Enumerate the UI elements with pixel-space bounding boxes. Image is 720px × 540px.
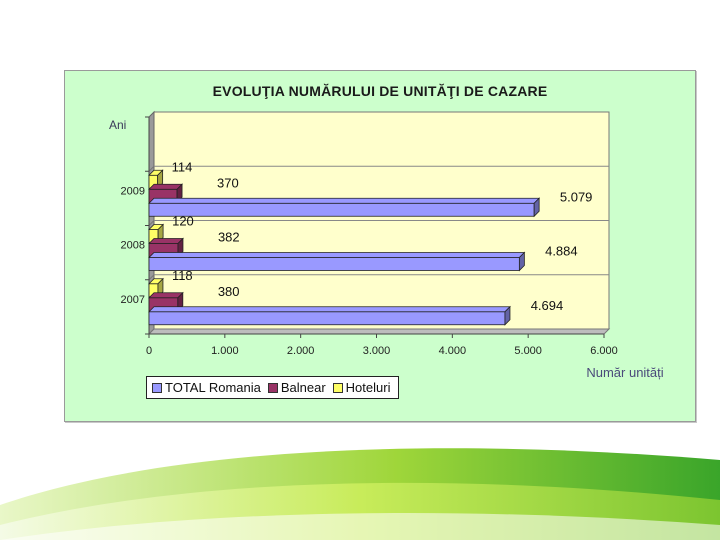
legend-item-hoteluri: Hoteluri bbox=[332, 380, 391, 395]
category-label: 2007 bbox=[121, 294, 145, 306]
bar-top-face bbox=[148, 197, 541, 204]
data-label: 120 bbox=[172, 214, 194, 229]
legend-swatch-hoteluri bbox=[332, 382, 343, 393]
bar-total-romania bbox=[148, 202, 535, 217]
legend-swatch-balnear bbox=[267, 382, 278, 393]
x-tick-label: 1.000 bbox=[211, 345, 239, 357]
x-tick-label: 3.000 bbox=[363, 345, 391, 357]
data-label: 118 bbox=[172, 268, 193, 283]
category-label: 2009 bbox=[121, 185, 145, 197]
legend-label-hoteluri: Hoteluri bbox=[345, 380, 391, 395]
legend-label-total: TOTAL Romania bbox=[165, 380, 261, 395]
x-tick-label: 6.000 bbox=[590, 345, 618, 357]
category-separator-side bbox=[148, 165, 155, 172]
bar-total-romania bbox=[148, 311, 506, 326]
bar-side-face bbox=[504, 305, 511, 326]
legend-label-balnear: Balnear bbox=[280, 380, 326, 395]
data-label: 4.694 bbox=[531, 298, 564, 313]
category-separator-side bbox=[148, 274, 155, 281]
bar-top-face bbox=[148, 292, 184, 299]
bar-side-face bbox=[533, 197, 540, 218]
x-tick-label: 5.000 bbox=[514, 345, 542, 357]
legend-item-total: TOTAL Romania bbox=[152, 380, 261, 395]
category-separator-side bbox=[148, 220, 155, 226]
bar-top-face bbox=[148, 306, 511, 313]
y-axis-title: Ani bbox=[109, 118, 126, 132]
bar-total-romania bbox=[148, 257, 520, 271]
bar-top-face bbox=[148, 252, 526, 258]
background-wave bbox=[0, 448, 720, 540]
x-tick-label: 0 bbox=[146, 345, 152, 357]
bar-top-face bbox=[148, 183, 184, 190]
chart-legend: TOTAL Romania Balnear Hoteluri bbox=[146, 376, 400, 399]
data-label: 4.884 bbox=[545, 244, 578, 259]
data-label: 5.079 bbox=[560, 189, 593, 204]
x-tick-label: 4.000 bbox=[439, 345, 467, 357]
category-label: 2008 bbox=[121, 240, 145, 252]
data-label: 382 bbox=[218, 230, 240, 245]
x-axis-title: Număr unități bbox=[586, 365, 663, 380]
data-label: 370 bbox=[217, 175, 239, 190]
bar-side-face bbox=[518, 251, 525, 272]
chart-plot: 0 1.000 2.000 3.000 4.000 5.000 6.000 Ani Număr … bbox=[109, 110, 664, 380]
data-label: 380 bbox=[218, 284, 240, 299]
plot-floor bbox=[147, 328, 611, 335]
chart-title: EVOLUŢIA NUMĂRULUI DE UNITĂŢI DE CAZARE bbox=[212, 83, 548, 99]
legend-item-balnear: Balnear bbox=[267, 380, 326, 395]
legend-swatch-total bbox=[152, 382, 162, 393]
chart-card: EVOLUŢIA NUMĂRULUI DE UNITĂŢI DE CAZARE … bbox=[64, 70, 696, 422]
x-tick-label: 2.000 bbox=[287, 345, 315, 357]
data-label: 114 bbox=[172, 159, 193, 174]
bar-top-face bbox=[148, 238, 184, 244]
